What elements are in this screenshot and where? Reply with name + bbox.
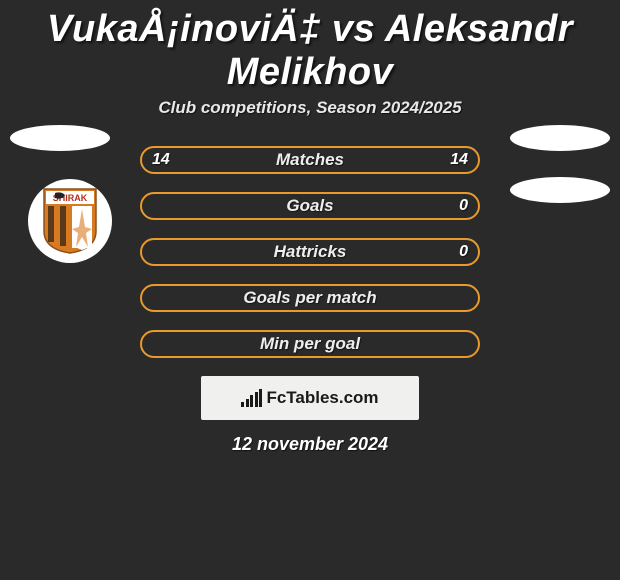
stat-label: Matches: [276, 150, 344, 170]
date: 12 november 2024: [0, 434, 620, 455]
stat-right-value: 14: [450, 151, 468, 169]
stat-label: Goals per match: [243, 288, 376, 308]
fctables-icon: [241, 389, 262, 407]
branding-box[interactable]: FcTables.com: [201, 376, 419, 420]
stats-area: Matches 14 14 Goals 0 Hattricks 0 Goals per mat…: [0, 146, 620, 358]
stat-right-value: 0: [459, 243, 468, 261]
stat-row: Goals 0: [140, 192, 480, 220]
stat-label: Min per goal: [260, 334, 360, 354]
stat-left-value: 14: [152, 151, 170, 169]
stat-row: Hattricks 0: [140, 238, 480, 266]
comparison-card: VukaÅ¡inoviÄ‡ vs Aleksandr Melikhov Club…: [0, 0, 620, 455]
page-title: VukaÅ¡inoviÄ‡ vs Aleksandr Melikhov: [0, 0, 620, 98]
stat-row: Goals per match: [140, 284, 480, 312]
stat-rows: Matches 14 14 Goals 0 Hattricks 0 Goals per mat…: [140, 146, 480, 358]
stat-label: Hattricks: [274, 242, 347, 262]
branding-text: FcTables.com: [266, 388, 378, 408]
stat-label: Goals: [286, 196, 333, 216]
stat-row: Min per goal: [140, 330, 480, 358]
stat-row: Matches 14 14: [140, 146, 480, 174]
stat-right-value: 0: [459, 197, 468, 215]
